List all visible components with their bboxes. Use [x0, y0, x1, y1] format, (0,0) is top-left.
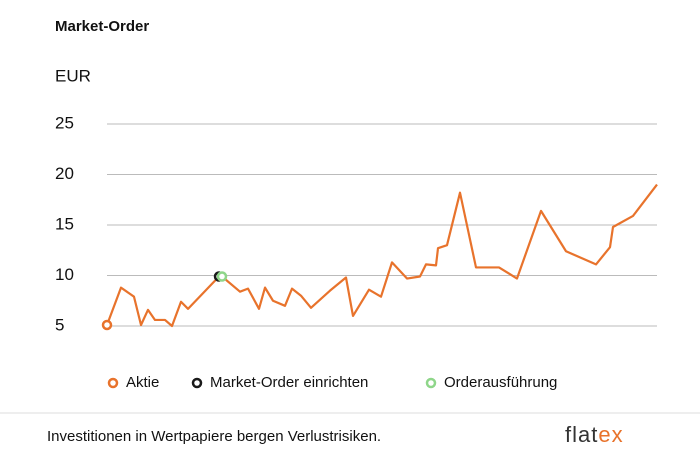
line — [105, 183, 658, 328]
disclaimer: Investitionen in Wertpapiere bergen Verl… — [47, 428, 381, 445]
y-tick-label: 15 — [55, 214, 74, 233]
y-axis-label: EUR — [55, 66, 91, 85]
y-tick-label: 10 — [55, 265, 74, 284]
logo-part: ex — [598, 422, 623, 447]
y-tick-label: 25 — [55, 113, 74, 132]
legend-label: Orderausführung — [444, 374, 557, 391]
legend-label: Aktie — [126, 374, 159, 391]
logo-part: flat — [565, 422, 598, 447]
y-tick-label: 5 — [55, 315, 64, 334]
legend-marker — [191, 377, 203, 389]
y-tick-label: 20 — [55, 164, 74, 183]
legend-marker — [107, 377, 119, 389]
chart-title: Market-Order — [55, 18, 149, 35]
legend-label: Market-Order einrichten — [210, 374, 368, 391]
start-marker — [101, 319, 113, 331]
event-marker — [216, 271, 228, 282]
legend-marker — [425, 377, 437, 389]
logo: flatex — [565, 422, 624, 447]
